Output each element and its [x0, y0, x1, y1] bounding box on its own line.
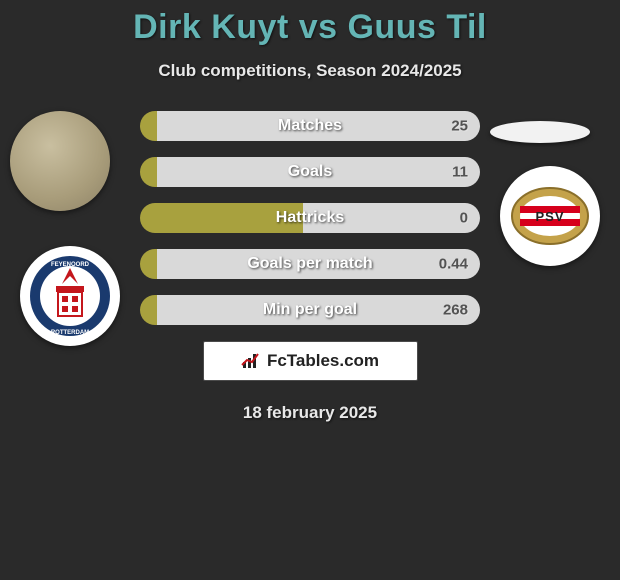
stat-bar-row: Goals 11 [140, 157, 480, 187]
stat-bar-label: Goals per match [247, 255, 372, 273]
feyenoord-icon: FEYENOORD ROTTERDAM [28, 254, 112, 338]
stat-bar-value-right: 268 [443, 302, 468, 319]
stat-bars: Matches 25 Goals 11 Hattricks 0 Goals per matc… [140, 111, 480, 325]
chart-icon [241, 352, 263, 370]
player-right-avatar [490, 121, 590, 143]
comparison-title: Dirk Kuyt vs Guus Til [0, 0, 620, 47]
stat-bar-row: Min per goal 268 [140, 295, 480, 325]
player-left-avatar [10, 111, 110, 211]
club-right-badge: PSV [500, 166, 600, 266]
stat-bar-row: Matches 25 [140, 111, 480, 141]
stat-bar-label: Min per goal [263, 301, 357, 319]
stat-bar-value-right: 25 [451, 118, 468, 135]
stat-bar-value-right: 11 [452, 164, 468, 181]
comparison-panel: FEYENOORD ROTTERDAM PSV Matches25Goals11… [0, 111, 620, 325]
brand-label: FcTables.com [241, 351, 379, 371]
snapshot-date: 18 february 2025 [0, 403, 620, 423]
brand-box: FcTables.com [203, 341, 418, 381]
svg-text:ROTTERDAM: ROTTERDAM [51, 330, 89, 336]
stat-bar-label: Hattricks [276, 209, 344, 227]
stat-bar-row: Goals per match 0.44 [140, 249, 480, 279]
brand-text: FcTables.com [267, 351, 379, 371]
stat-bar-label: Matches [278, 117, 342, 135]
stat-bar-left-fill [140, 295, 157, 325]
season-subtitle: Club competitions, Season 2024/2025 [0, 61, 620, 81]
club-left-badge: FEYENOORD ROTTERDAM [20, 246, 120, 346]
stat-bar-left-fill [140, 249, 157, 279]
stat-bar-left-fill [140, 157, 157, 187]
stat-bar-value-right: 0 [460, 210, 468, 227]
svg-text:PSV: PSV [535, 209, 564, 224]
stat-bar-left-fill [140, 111, 157, 141]
svg-text:FEYENOORD: FEYENOORD [51, 262, 90, 268]
stat-bar-label: Goals [288, 163, 332, 181]
psv-icon: PSV [510, 184, 590, 248]
stat-bar-value-right: 0.44 [439, 256, 468, 273]
stat-bar-row: Hattricks 0 [140, 203, 480, 233]
